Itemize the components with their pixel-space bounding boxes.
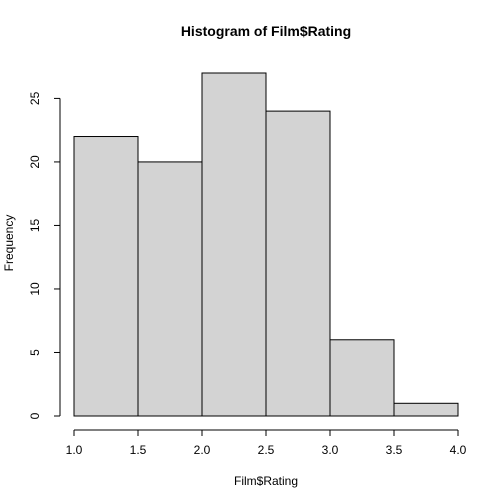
y-tick-label: 10 xyxy=(28,282,42,296)
x-axis-label: Film$Rating xyxy=(234,474,298,488)
x-tick-label: 4.0 xyxy=(450,443,467,457)
x-tick-label: 3.0 xyxy=(322,443,339,457)
x-tick-label: 1.0 xyxy=(66,443,83,457)
histogram-bar xyxy=(137,161,203,417)
y-tick-label: 0 xyxy=(28,412,42,419)
x-tick-label: 2.5 xyxy=(258,443,275,457)
x-axis: 1.0 1.5 2.0 2.5 3.0 3.5 4.0 xyxy=(66,429,467,457)
histogram-bar xyxy=(265,110,331,417)
x-tick-label: 3.5 xyxy=(386,443,403,457)
histogram-bar xyxy=(73,136,139,417)
y-axis-label: Frequency xyxy=(2,215,16,272)
x-tick-label: 1.5 xyxy=(130,443,147,457)
y-tick-label: 5 xyxy=(28,349,42,356)
x-tick-label: 2.0 xyxy=(194,443,211,457)
histogram-bar xyxy=(393,402,459,417)
y-tick-label: 20 xyxy=(28,155,42,169)
chart-title: Histogram of Film$Rating xyxy=(181,23,351,39)
y-axis: 0 5 10 15 20 25 xyxy=(28,91,61,419)
y-tick-label: 25 xyxy=(28,91,42,105)
bars-group xyxy=(73,72,459,417)
y-tick-label: 15 xyxy=(28,218,42,232)
histogram-bar xyxy=(329,339,395,417)
histogram-bar xyxy=(201,72,267,417)
